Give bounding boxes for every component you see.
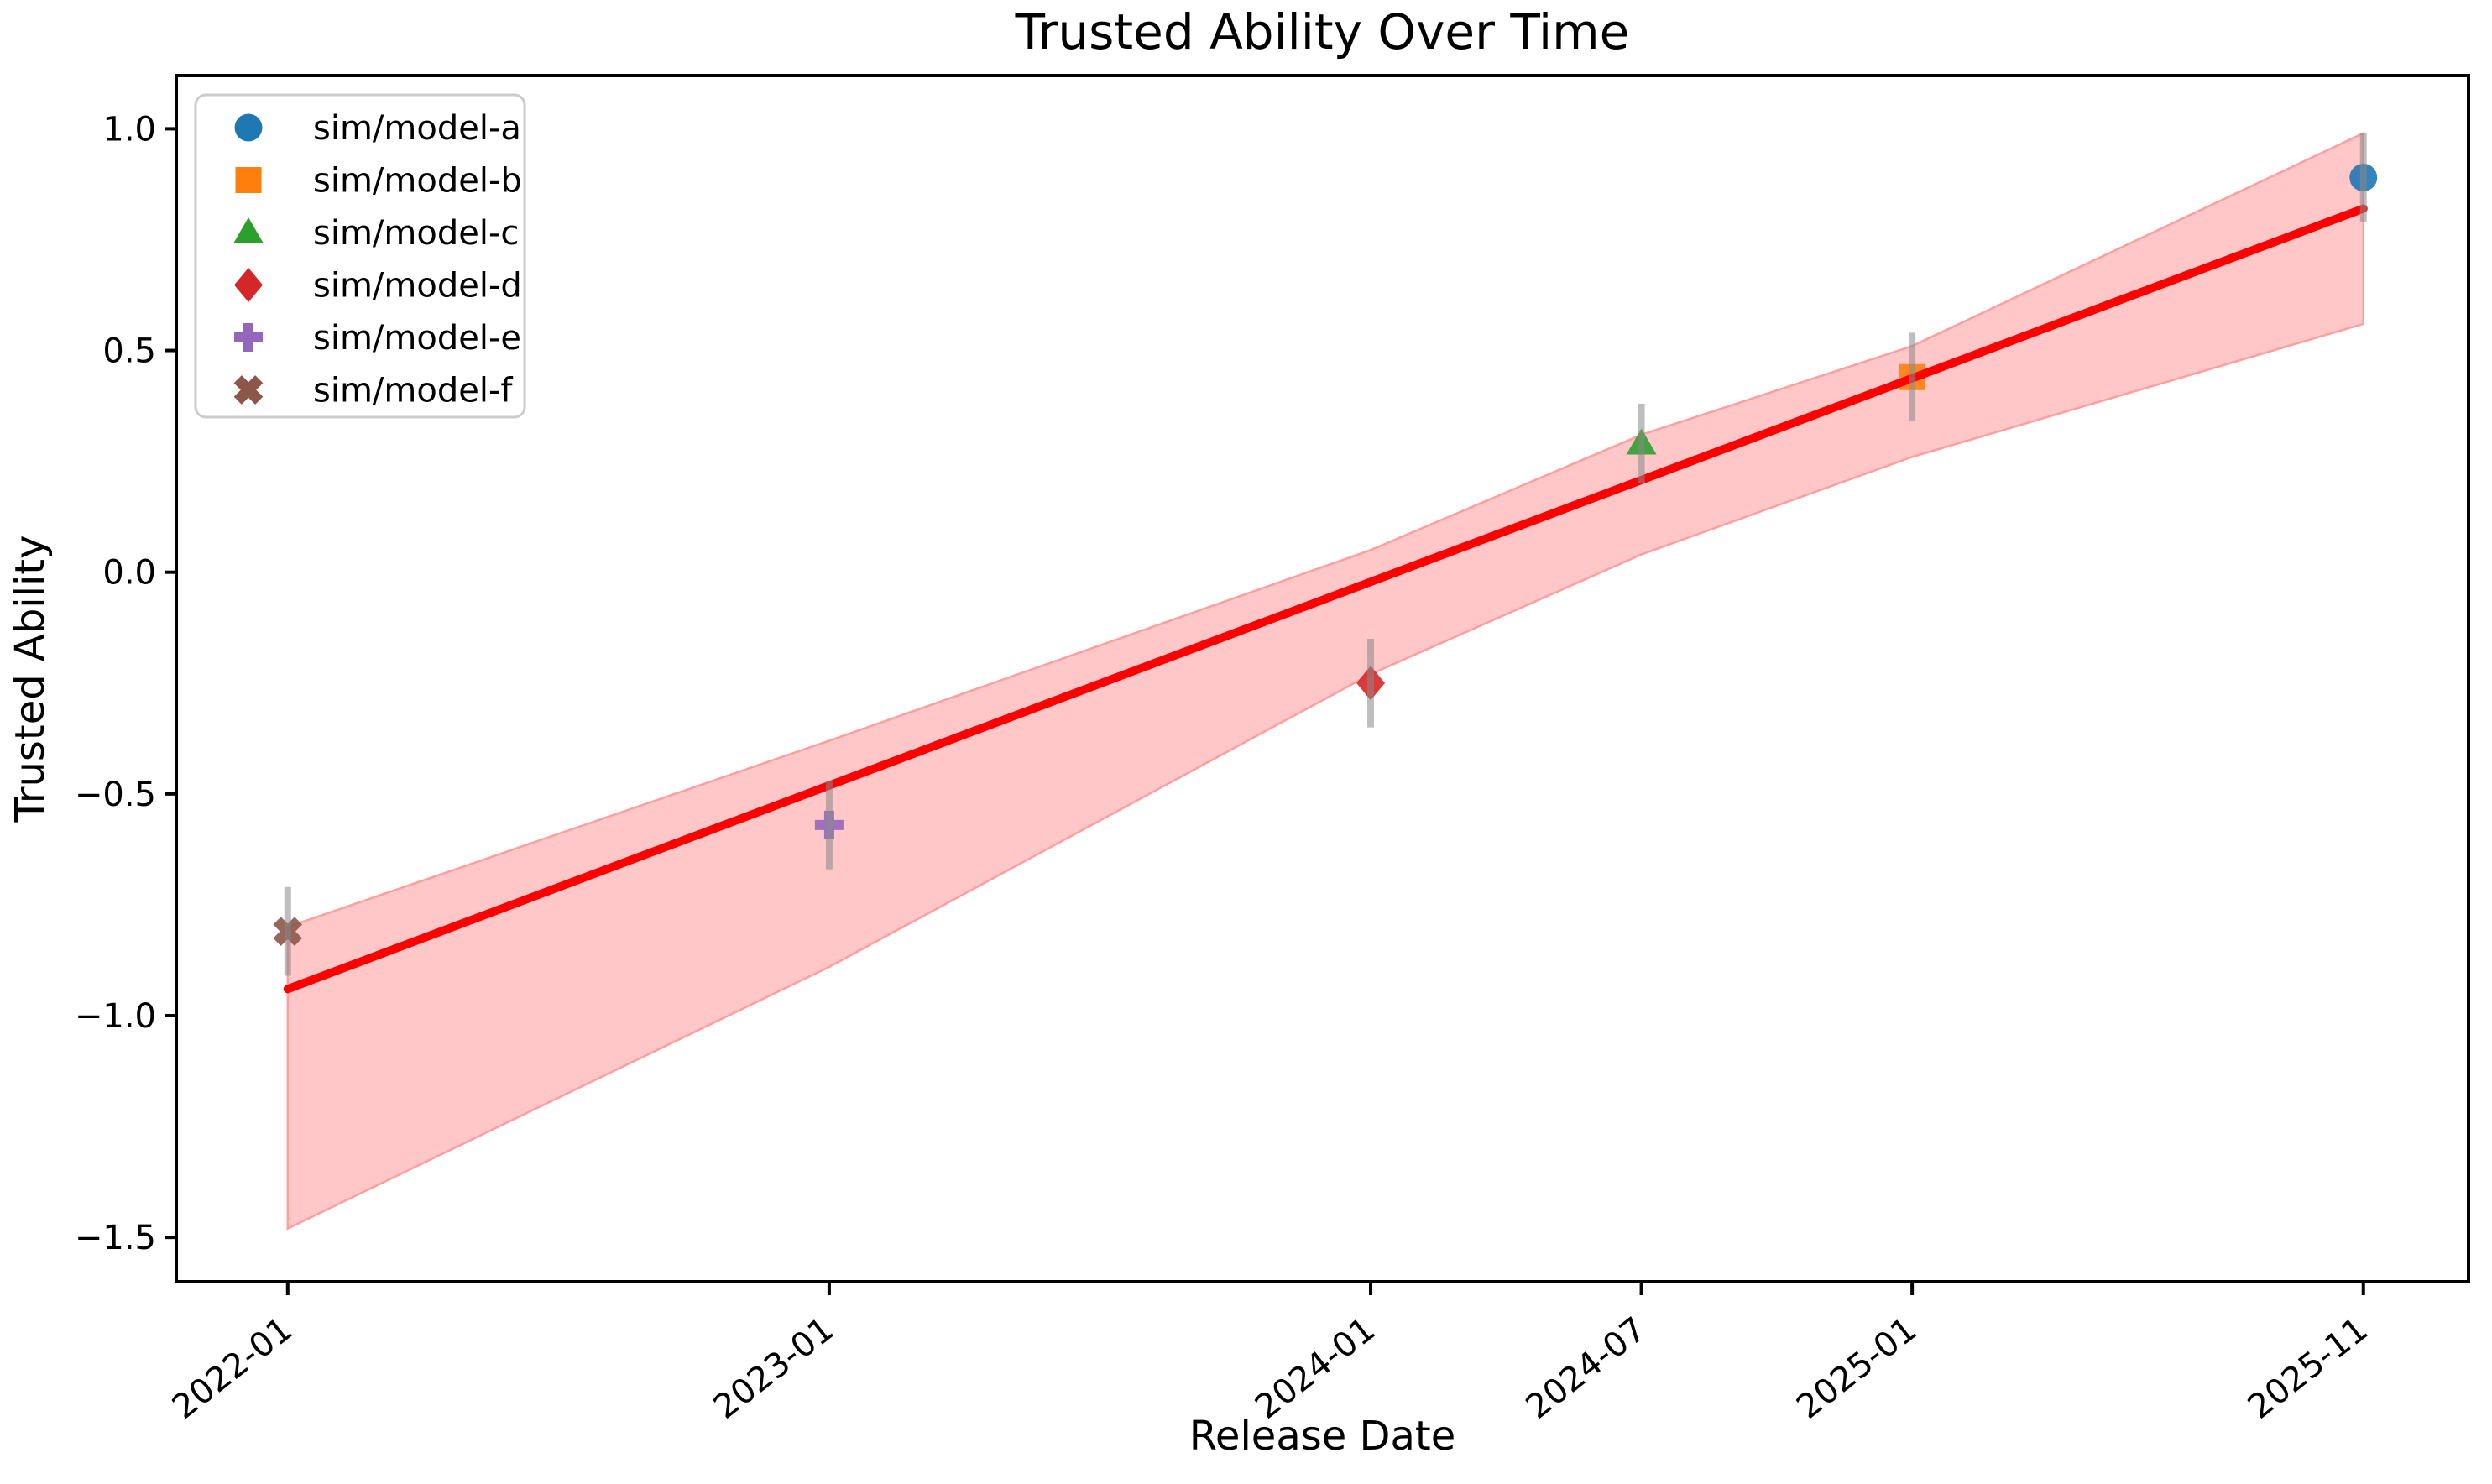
x-tick-label: 2023-01 — [707, 1310, 841, 1427]
y-tick-label: −1.0 — [75, 997, 156, 1036]
legend-item-sim-model-b: sim/model-b — [235, 162, 522, 201]
plot-border — [175, 74, 2470, 1283]
y-tick-label: 0.0 — [102, 554, 156, 593]
y-axis-label: Trusted Ability — [7, 535, 54, 823]
plus-marker-icon — [234, 323, 263, 352]
x-tick-label: 2022-01 — [165, 1310, 300, 1427]
chart-title: Trusted Ability Over Time — [1015, 3, 1630, 60]
y-tick-label: 0.5 — [102, 332, 156, 371]
legend-item-label: sim/model-a — [313, 109, 521, 148]
x-tick-label: 2025-01 — [1789, 1310, 1924, 1427]
legend-item-sim-model-e: sim/model-e — [234, 319, 521, 358]
legend-item-label: sim/model-c — [313, 214, 519, 253]
legend-item-label: sim/model-f — [313, 372, 513, 410]
legend: sim/model-a sim/model-b sim/model-c sim/mod… — [194, 93, 526, 419]
legend-item-label: sim/model-d — [313, 267, 522, 306]
legend-item-label: sim/model-e — [313, 319, 521, 358]
trend-line — [283, 204, 2368, 994]
x-tick-label: 2024-07 — [1519, 1310, 1653, 1427]
square-marker-icon — [235, 167, 262, 193]
legend-item-sim-model-f: sim/model-f — [233, 372, 513, 410]
y-tick-label: −0.5 — [75, 776, 156, 814]
circle-marker-icon — [234, 113, 263, 142]
confidence-band — [286, 131, 2364, 1231]
x-marker-icon — [233, 375, 264, 405]
triangle-marker-icon — [233, 217, 264, 243]
legend-item-sim-model-c: sim/model-c — [233, 214, 519, 253]
y-tick-label: 1.0 — [102, 110, 156, 149]
legend-box — [194, 93, 526, 419]
legend-item-label: sim/model-b — [313, 162, 522, 201]
x-tick-label: 2025-11 — [2241, 1310, 2375, 1427]
diamond-marker-icon — [234, 268, 263, 302]
x-tick-label: 2024-01 — [1248, 1310, 1382, 1427]
y-tick-label: −1.5 — [75, 1219, 156, 1257]
legend-item-sim-model-d: sim/model-d — [234, 267, 522, 306]
x-axis-label: Release Date — [1189, 1413, 1456, 1460]
legend-item-sim-model-a: sim/model-a — [234, 109, 521, 148]
